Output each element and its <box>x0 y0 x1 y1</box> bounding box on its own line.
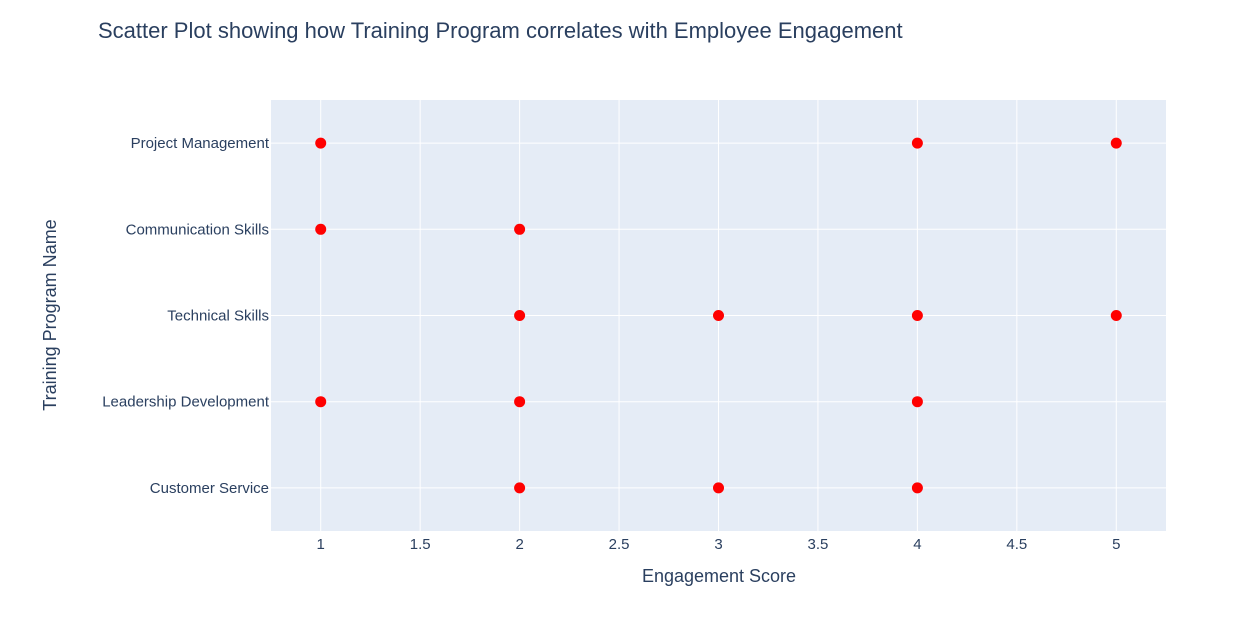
data-point[interactable] <box>911 482 923 494</box>
y-axis-ticks: Customer Service Leadership Development Te… <box>102 135 270 497</box>
data-point[interactable] <box>514 310 526 321</box>
data-point[interactable] <box>514 482 526 494</box>
data-point[interactable] <box>713 482 724 494</box>
chart-title: Scatter Plot showing how Training Progra… <box>98 18 903 43</box>
x-tick-label: 2 <box>515 536 523 553</box>
data-point[interactable] <box>1110 310 1122 321</box>
x-tick-label: 4.5 <box>1006 536 1027 553</box>
data-points <box>315 137 1122 494</box>
x-tick-label: 1 <box>317 536 325 553</box>
data-point[interactable] <box>315 223 327 235</box>
x-axis-title: Engagement Score <box>642 566 796 586</box>
y-axis-title: Training Program Name <box>40 219 60 410</box>
data-point[interactable] <box>514 223 526 235</box>
data-point[interactable] <box>911 137 923 149</box>
y-tick-label: Project Management <box>131 135 270 152</box>
data-point[interactable] <box>911 310 923 321</box>
x-tick-label: 3.5 <box>808 536 829 553</box>
data-point[interactable] <box>315 396 327 408</box>
y-tick-label: Communication Skills <box>126 221 269 238</box>
x-tick-label: 2.5 <box>609 536 630 553</box>
data-point[interactable] <box>514 396 526 408</box>
x-tick-label: 1.5 <box>410 536 431 553</box>
data-point[interactable] <box>315 137 327 149</box>
x-tick-label: 4 <box>913 536 921 553</box>
data-point[interactable] <box>713 310 724 321</box>
x-axis-ticks: 1 1.5 2 2.5 3 3.5 4 4.5 5 <box>317 536 1121 553</box>
y-tick-label: Customer Service <box>150 480 269 497</box>
x-tick-label: 5 <box>1112 536 1120 553</box>
data-point[interactable] <box>911 396 923 408</box>
x-tick-label: 3 <box>714 536 722 553</box>
y-tick-label: Leadership Development <box>102 394 270 411</box>
y-tick-label: Technical Skills <box>167 308 269 325</box>
data-point[interactable] <box>1110 137 1122 149</box>
